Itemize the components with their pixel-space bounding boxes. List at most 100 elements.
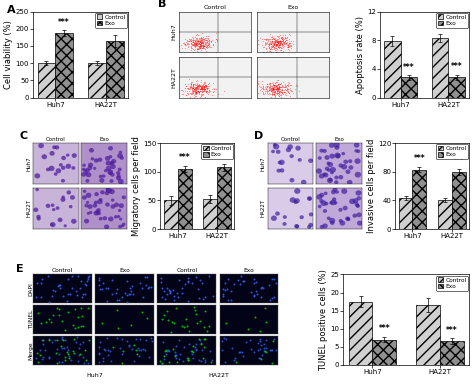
Point — [278, 41, 286, 48]
Point — [48, 339, 56, 345]
Point — [79, 354, 87, 360]
Point — [269, 41, 277, 47]
Point — [104, 285, 112, 291]
Point — [192, 273, 200, 280]
Circle shape — [320, 200, 327, 206]
Circle shape — [58, 218, 63, 222]
Point — [280, 41, 287, 47]
Point — [201, 36, 208, 42]
Point — [277, 81, 284, 87]
Point — [272, 94, 279, 100]
Point — [272, 93, 279, 99]
Point — [285, 38, 292, 45]
Point — [279, 39, 287, 45]
Text: ***: *** — [451, 62, 463, 71]
Point — [76, 341, 84, 347]
Point — [246, 337, 254, 343]
Point — [190, 81, 197, 87]
Point — [262, 348, 269, 354]
Point — [197, 77, 205, 83]
Point — [99, 286, 106, 293]
Point — [203, 39, 210, 45]
Point — [267, 39, 275, 45]
Text: B: B — [158, 0, 166, 9]
Point — [273, 86, 280, 93]
Point — [219, 338, 226, 344]
Point — [279, 40, 286, 46]
Point — [189, 36, 196, 42]
Point — [77, 305, 84, 311]
Point — [268, 85, 276, 91]
Point — [189, 88, 196, 94]
Circle shape — [300, 215, 304, 219]
Point — [252, 288, 260, 294]
Point — [195, 336, 203, 342]
Point — [276, 42, 284, 48]
Point — [270, 43, 277, 50]
Circle shape — [92, 204, 97, 208]
Point — [259, 285, 266, 291]
Circle shape — [110, 164, 116, 169]
Point — [211, 39, 219, 45]
Point — [63, 344, 70, 351]
Point — [271, 45, 278, 51]
Point — [271, 92, 279, 98]
Circle shape — [327, 162, 330, 165]
Point — [200, 83, 208, 89]
Point — [272, 40, 279, 46]
Circle shape — [105, 156, 110, 161]
Legend: Control, Exo: Control, Exo — [436, 144, 468, 159]
Point — [190, 81, 197, 87]
Point — [265, 85, 273, 91]
Point — [276, 84, 283, 90]
Point — [182, 83, 190, 89]
Point — [223, 336, 230, 342]
Bar — [349, 301, 373, 365]
Point — [201, 35, 209, 41]
Point — [275, 81, 283, 87]
Point — [283, 35, 291, 41]
Point — [278, 38, 286, 44]
Point — [62, 337, 69, 343]
Point — [169, 319, 176, 325]
Point — [259, 91, 267, 97]
Point — [64, 351, 72, 358]
Point — [272, 84, 279, 90]
Point — [71, 306, 79, 313]
Point — [278, 41, 286, 47]
Point — [67, 357, 75, 363]
Point — [270, 89, 277, 95]
Point — [195, 41, 202, 47]
Point — [184, 278, 191, 284]
Point — [256, 336, 264, 342]
Point — [199, 45, 206, 51]
Point — [193, 45, 201, 51]
Point — [194, 38, 201, 45]
Point — [235, 276, 242, 283]
Point — [191, 89, 199, 96]
Point — [181, 281, 188, 287]
Point — [35, 310, 42, 316]
Point — [55, 312, 63, 318]
Point — [44, 273, 52, 280]
Point — [187, 47, 195, 53]
Point — [202, 41, 210, 47]
Point — [189, 40, 197, 46]
Circle shape — [33, 207, 38, 212]
Circle shape — [356, 196, 361, 200]
Point — [267, 83, 274, 89]
Title: Exo: Exo — [99, 137, 109, 142]
Point — [260, 86, 267, 92]
Point — [232, 359, 240, 365]
Point — [194, 46, 201, 52]
Point — [194, 89, 201, 95]
Y-axis label: DAPI: DAPI — [28, 282, 34, 296]
Point — [275, 33, 283, 39]
Point — [187, 83, 195, 89]
Circle shape — [328, 178, 332, 182]
Point — [205, 88, 212, 94]
Point — [197, 43, 204, 50]
Point — [254, 80, 262, 86]
Circle shape — [109, 189, 115, 194]
Point — [283, 85, 291, 91]
